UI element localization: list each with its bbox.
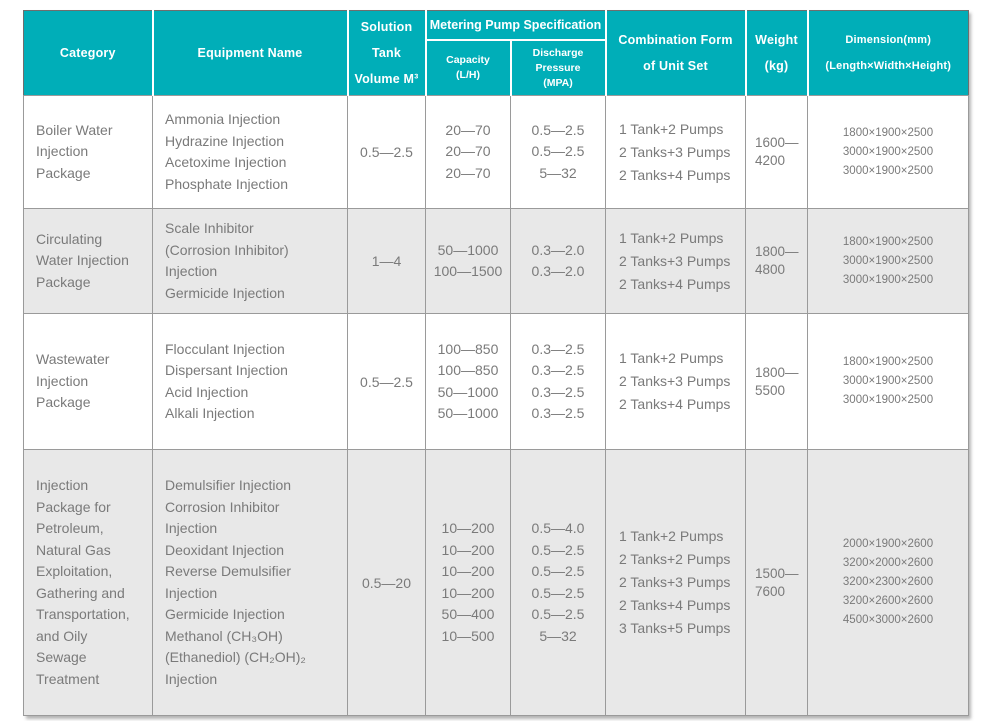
table-body: Boiler Water Injection Package Ammonia I… xyxy=(23,95,969,716)
cell-equipment: Flocculant Injection Dispersant Injectio… xyxy=(152,313,348,450)
cell-capacity: 50—1000 100—1500 xyxy=(425,208,511,314)
cell-tank-volume: 0.5—2.5 xyxy=(347,95,426,209)
cell-combination-form: 1 Tank+2 Pumps 2 Tanks+3 Pumps 2 Tanks+4… xyxy=(605,313,746,450)
col-header-solution-tank-volume: Solution Tank Volume M³ xyxy=(347,10,427,96)
col-header-category: Category xyxy=(23,10,154,96)
header-row-sub: Capacity (L/H) Discharge Pressure (MPA) xyxy=(24,40,969,96)
col-header-weight: Weight (kg) xyxy=(745,10,809,96)
cell-category: Injection Package for Petroleum, Natural… xyxy=(23,449,153,716)
cell-tank-volume: 1—4 xyxy=(347,208,426,314)
injection-package-spec-table: Category Equipment Name Solution Tank Vo… xyxy=(23,10,969,716)
cell-category: Boiler Water Injection Package xyxy=(23,95,153,209)
cell-dimension: 2000×1900×2600 3200×2000×2600 3200×2300×… xyxy=(807,449,969,716)
cell-category: Circulating Water Injection Package xyxy=(23,208,153,314)
cell-combination-form: 1 Tank+2 Pumps 2 Tanks+3 Pumps 2 Tanks+4… xyxy=(605,208,746,314)
cell-equipment: Scale Inhibitor (Corrosion Inhibitor) In… xyxy=(152,208,348,314)
cell-weight: 1800— 4800 xyxy=(745,208,808,314)
cell-weight: 1600— 4200 xyxy=(745,95,808,209)
table-row-boiler-water: Boiler Water Injection Package Ammonia I… xyxy=(23,95,969,209)
cell-combination-form: 1 Tank+2 Pumps 2 Tanks+3 Pumps 2 Tanks+4… xyxy=(605,95,746,209)
col-header-combination-form: Combination Form of Unit Set xyxy=(605,10,747,96)
cell-weight: 1500— 7600 xyxy=(745,449,808,716)
cell-equipment: Ammonia Injection Hydrazine Injection Ac… xyxy=(152,95,348,209)
cell-capacity: 10—200 10—200 10—200 10—200 50—400 10—50… xyxy=(425,449,511,716)
cell-weight: 1800— 5500 xyxy=(745,313,808,450)
table-row-circulating-water: Circulating Water Injection Package Scal… xyxy=(23,208,969,314)
cell-dimension: 1800×1900×2500 3000×1900×2500 3000×1900×… xyxy=(807,313,969,450)
col-header-dimension: Dimension(mm) (Length×Width×Height) xyxy=(807,10,969,96)
cell-discharge-pressure: 0.5—4.0 0.5—2.5 0.5—2.5 0.5—2.5 0.5—2.5 … xyxy=(510,449,606,716)
cell-capacity: 100—850 100—850 50—1000 50—1000 xyxy=(425,313,511,450)
col-header-equipment-name: Equipment Name xyxy=(152,10,349,96)
header-row-main: Category Equipment Name Solution Tank Vo… xyxy=(23,10,969,96)
cell-discharge-pressure: 0.3—2.5 0.3—2.5 0.3—2.5 0.3—2.5 xyxy=(510,313,606,450)
cell-category: Wastewater Injection Package xyxy=(23,313,153,450)
cell-capacity: 20—70 20—70 20—70 xyxy=(425,95,511,209)
spec-table-container: Category Equipment Name Solution Tank Vo… xyxy=(23,10,969,716)
table-row-wastewater: Wastewater Injection Package Flocculant … xyxy=(23,313,969,450)
cell-tank-volume: 0.5—20 xyxy=(347,449,426,716)
cell-discharge-pressure: 0.5—2.5 0.5—2.5 5—32 xyxy=(510,95,606,209)
col-header-metering-pump-specification: Metering Pump Specification xyxy=(425,10,607,41)
cell-discharge-pressure: 0.3—2.0 0.3—2.0 xyxy=(510,208,606,314)
cell-dimension: 1800×1900×2500 3000×1900×2500 3000×1900×… xyxy=(807,208,969,314)
table-header: Category Equipment Name Solution Tank Vo… xyxy=(23,10,969,96)
col-header-discharge-pressure: Discharge Pressure (MPA) xyxy=(510,40,607,96)
col-header-capacity: Capacity (L/H) xyxy=(425,40,512,96)
cell-tank-volume: 0.5—2.5 xyxy=(347,313,426,450)
cell-equipment: Demulsifier Injection Corrosion Inhibito… xyxy=(152,449,348,716)
cell-dimension: 1800×1900×2500 3000×1900×2500 3000×1900×… xyxy=(807,95,969,209)
cell-combination-form: 1 Tank+2 Pumps 2 Tanks+2 Pumps 2 Tanks+3… xyxy=(605,449,746,716)
table-row-petroleum-injection: Injection Package for Petroleum, Natural… xyxy=(23,449,969,716)
